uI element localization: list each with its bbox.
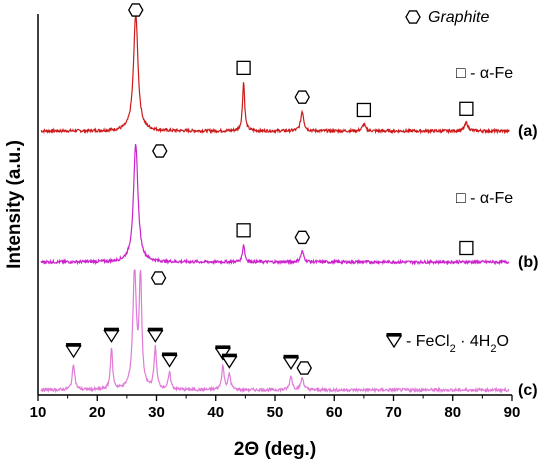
x-tick-label: 70 [385, 404, 402, 421]
triangle-marker-bar [103, 327, 119, 332]
series-1-line [40, 143, 510, 266]
triangle-marker-bar [283, 354, 299, 359]
x-tick-label: 80 [444, 404, 461, 421]
hexagon-marker [405, 10, 421, 24]
legend-fecl: - FeCl2 · 4H2O [406, 333, 509, 355]
x-tick-label: 90 [504, 404, 521, 421]
square-marker [236, 223, 251, 238]
triangle-marker [147, 330, 164, 343]
triangle-marker [65, 345, 82, 359]
triangle-marker-bar [162, 352, 178, 357]
x-tick-label: 40 [207, 404, 224, 421]
square-marker [356, 102, 372, 118]
x-tick-label: 30 [148, 404, 165, 421]
triangle-marker-bar [386, 333, 402, 337]
triangle-marker [282, 357, 300, 371]
x-tick-label: 10 [30, 404, 47, 421]
x-tick-label: 60 [326, 404, 343, 421]
triangle-marker [221, 356, 238, 369]
labels: 2Θ (deg.) Intensity (a.u.) (a) (b) (c) Graphi… [4, 9, 538, 460]
hexagon-marker [152, 144, 168, 158]
hexagon-marker [150, 271, 167, 285]
triangle-marker-bar [221, 353, 237, 358]
triangle-marker [103, 330, 120, 343]
y-axis-label: Intensity (a.u.) [4, 140, 25, 269]
triangle-marker [385, 335, 403, 349]
triangle-marker [161, 354, 178, 368]
hexagon-marker [294, 90, 311, 104]
legend-fe-a: □ - α-Fe [456, 65, 513, 82]
peak-markers [65, 3, 474, 375]
series-2-line [40, 269, 510, 394]
series-label: (a) [518, 123, 538, 140]
x-tick-label: 50 [267, 404, 284, 421]
hexagon-marker [128, 3, 144, 17]
square-marker [459, 240, 474, 256]
hexagon-marker [296, 361, 313, 375]
triangle-marker-bar [66, 343, 82, 348]
square-marker [236, 60, 251, 76]
square-marker [459, 101, 474, 116]
series-label: (b) [518, 254, 538, 271]
hexagon-marker [294, 230, 311, 245]
triangle-marker-bar [147, 327, 163, 332]
triangle-marker-bar [215, 345, 231, 350]
x-tick-label: 20 [89, 404, 106, 421]
legend-fe-b: □ - α-Fe [456, 190, 513, 207]
legend-graphite: Graphite [428, 9, 489, 26]
axes: 10 20 30 40 50 60 70 80 90 [30, 14, 521, 421]
x-axis-label: 2Θ (deg.) [234, 439, 316, 460]
curves [40, 14, 510, 394]
series-label: (c) [518, 382, 538, 399]
series-0-line [40, 14, 510, 135]
